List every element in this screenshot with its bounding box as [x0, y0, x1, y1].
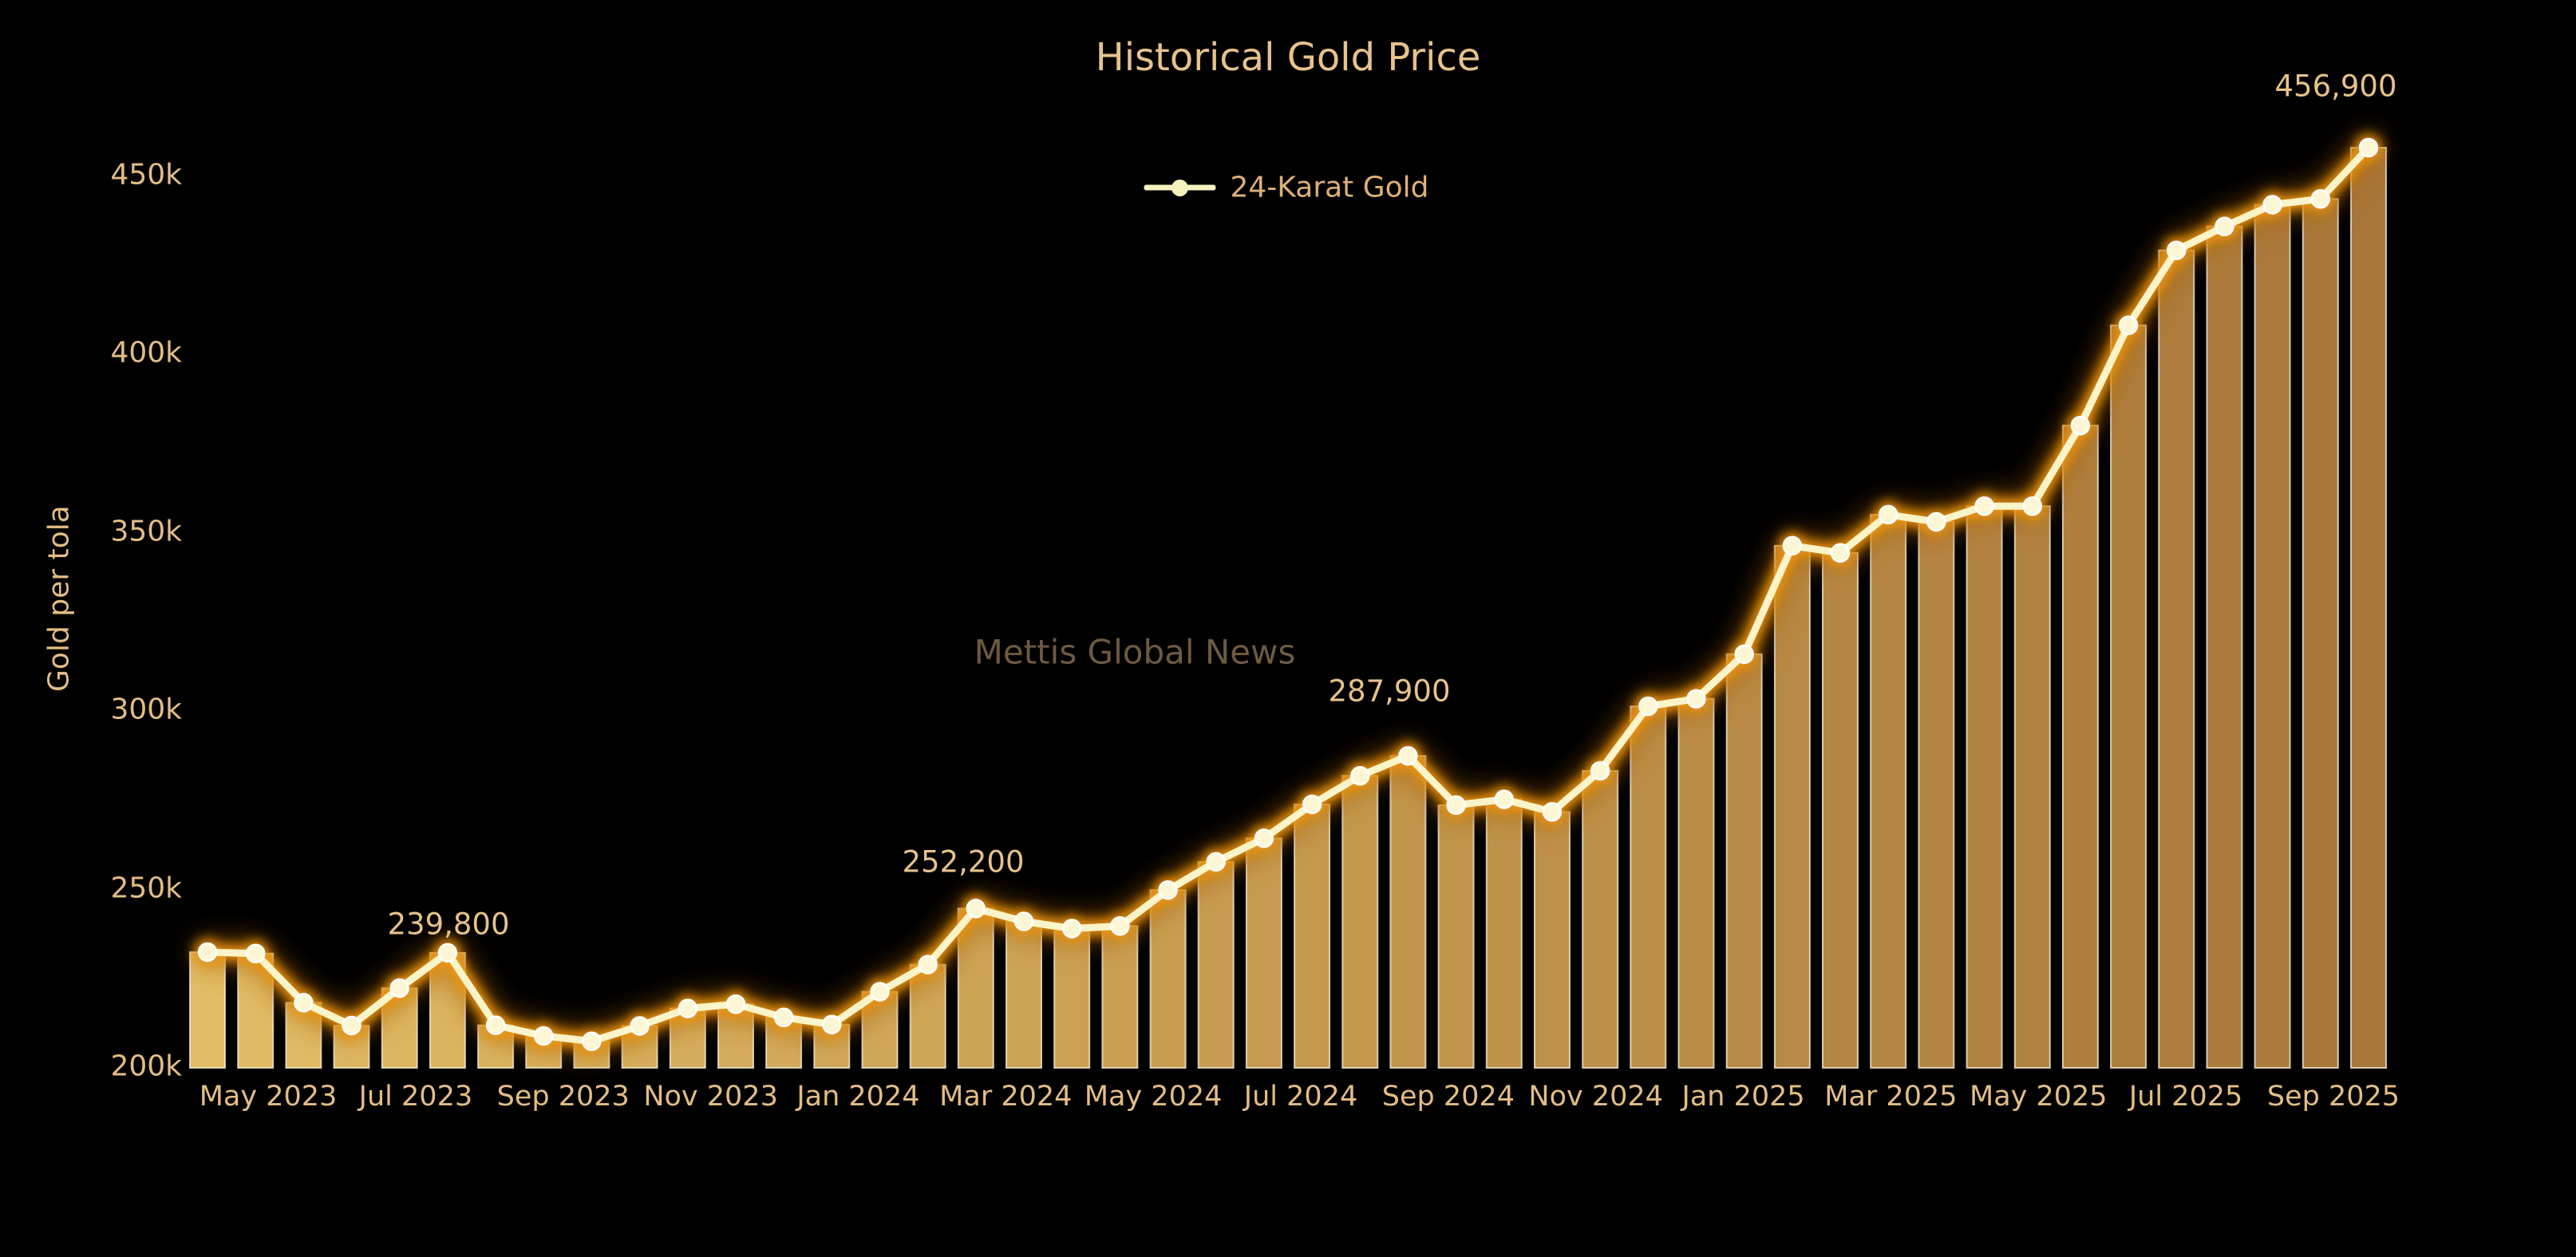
- data-point-marker: [870, 982, 890, 1002]
- data-point-marker: [1782, 536, 1803, 556]
- price-line: [197, 137, 2379, 1051]
- gold-price-bar: [1149, 889, 1187, 1069]
- data-point-marker: [437, 943, 458, 963]
- data-point-marker: [1398, 745, 1418, 766]
- gold-price-bar: [1053, 927, 1091, 1069]
- data-point-marker: [2262, 195, 2282, 215]
- data-point-marker: [389, 978, 409, 998]
- data-point-marker: [2070, 415, 2091, 436]
- data-point-marker: [1686, 689, 1706, 709]
- data-point-marker: [2118, 315, 2139, 335]
- data-point-marker: [1830, 543, 1851, 563]
- gold-price-bar: [2301, 198, 2339, 1069]
- data-point-marker: [533, 1026, 554, 1046]
- data-point-marker: [1878, 504, 1898, 525]
- gold-price-bar: [2110, 324, 2147, 1069]
- data-point-marker: [1302, 794, 1322, 815]
- gold-price-bar: [2254, 204, 2291, 1069]
- gold-price-bar: [1245, 837, 1282, 1069]
- data-point-marker: [1254, 828, 1274, 848]
- data-point-marker: [1446, 795, 1466, 816]
- data-point-marker: [342, 1015, 362, 1036]
- data-point-marker: [2214, 216, 2234, 237]
- gold-price-bar: [1341, 775, 1379, 1069]
- gold-price-bar: [2013, 505, 2051, 1069]
- gold-price-bar: [1677, 698, 1715, 1069]
- data-point-marker: [2022, 496, 2043, 516]
- data-point-marker: [2358, 137, 2379, 158]
- data-point-marker: [197, 942, 218, 963]
- gold-price-bar: [1534, 811, 1570, 1069]
- gold-price-bar: [1870, 513, 1907, 1069]
- gold-price-bar: [1773, 544, 1811, 1069]
- gold-price-bar: [2158, 249, 2195, 1069]
- gold-price-bar: [1101, 925, 1139, 1069]
- data-point-marker: [918, 955, 938, 974]
- gold-price-bar: [1822, 551, 1859, 1069]
- data-point-marker: [678, 998, 698, 1018]
- data-point-marker: [1590, 761, 1610, 781]
- gold-price-bar: [1197, 860, 1235, 1069]
- gold-price-bar: [2061, 425, 2099, 1069]
- gold-price-bar: [1725, 653, 1763, 1069]
- gold-price-bar: [189, 951, 226, 1069]
- data-point-marker: [1926, 512, 1946, 532]
- data-point-marker: [1734, 644, 1754, 664]
- data-point-marker: [1206, 852, 1226, 872]
- data-point-marker: [485, 1015, 506, 1035]
- gold-price-bar: [1630, 706, 1667, 1069]
- data-point-marker: [966, 899, 986, 919]
- data-point-marker: [1110, 916, 1130, 936]
- gold-price-bar: [1294, 803, 1331, 1069]
- data-point-marker: [1974, 496, 1994, 516]
- data-point-marker: [1542, 802, 1563, 822]
- gold-price-bar: [1485, 798, 1523, 1069]
- data-point-marker: [1638, 696, 1658, 717]
- gold-price-bar: [1918, 520, 1955, 1069]
- data-point-marker: [1494, 789, 1515, 809]
- data-point-marker: [1350, 765, 1370, 786]
- gold-price-bar: [2206, 225, 2243, 1069]
- line-glow-inner: [194, 134, 2382, 1055]
- gold-price-bar: [1966, 505, 2003, 1069]
- data-point-marker: [582, 1031, 602, 1051]
- gold-price-bar: [1582, 769, 1619, 1069]
- data-point-marker: [822, 1014, 842, 1034]
- data-point-marker: [1061, 919, 1082, 939]
- data-point-marker: [1013, 911, 1034, 931]
- data-point-marker: [725, 994, 746, 1014]
- data-point-marker: [2310, 189, 2331, 209]
- data-point-marker: [773, 1007, 794, 1028]
- data-point-marker: [630, 1016, 650, 1036]
- data-point-marker: [245, 943, 266, 963]
- gold-price-bar: [1437, 804, 1475, 1069]
- gold-price-bar: [1389, 755, 1427, 1069]
- data-point-marker: [294, 993, 314, 1013]
- bars-group: [189, 147, 2387, 1069]
- data-point-marker: [1158, 880, 1178, 900]
- data-point-marker: [2167, 240, 2187, 260]
- gold-price-bar: [2350, 147, 2387, 1069]
- gold-price-bar: [1006, 920, 1042, 1069]
